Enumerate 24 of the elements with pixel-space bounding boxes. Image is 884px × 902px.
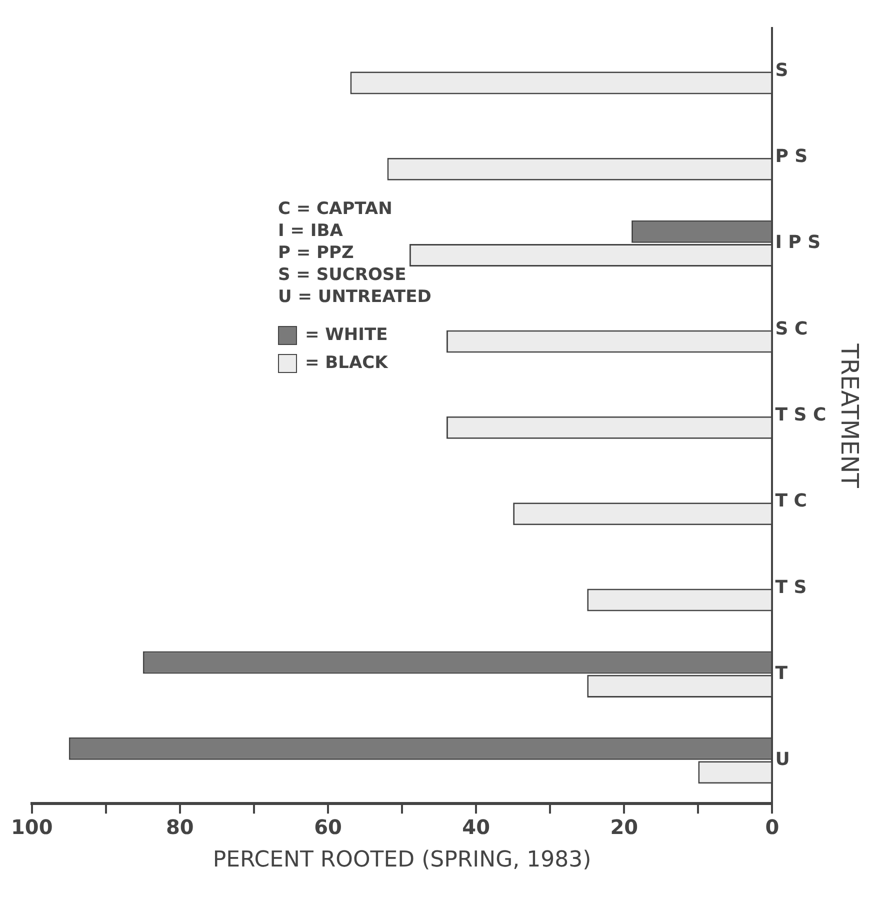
x-tick-label: 60 <box>314 814 342 839</box>
annotation: S = SUCROSE <box>278 264 408 286</box>
annotation: P = PPZ <box>278 242 355 264</box>
y-tick-label: T S <box>775 576 807 598</box>
y-tick-label: P S <box>775 146 808 167</box>
x-tick-label: 80 <box>166 814 194 839</box>
x-tick-label: 0 <box>765 814 780 839</box>
y-axis-title: TREATMENT <box>835 342 864 488</box>
y-tick-label: S <box>775 60 788 81</box>
y-tick-label: U <box>775 749 790 770</box>
legend-label: = BLACK <box>305 352 388 374</box>
x-tick-label: 100 <box>11 814 53 839</box>
y-tick-label: S C <box>775 318 808 340</box>
x-tick-label: 40 <box>462 814 490 839</box>
annotation: I = IBA <box>278 220 344 242</box>
x-axis-title: PERCENT ROOTED (SPRING, 1983) <box>212 848 592 873</box>
legend-label: = WHITE <box>305 324 388 346</box>
annotation: C = CAPTAN <box>278 198 394 220</box>
annotation: U = UNTREATED <box>278 286 432 308</box>
y-tick-label: T S C <box>775 404 826 426</box>
y-tick-label: I P S <box>775 232 821 254</box>
y-tick-label: T <box>775 663 788 684</box>
y-tick-label: T C <box>775 490 807 512</box>
x-tick-label: 20 <box>610 814 638 839</box>
